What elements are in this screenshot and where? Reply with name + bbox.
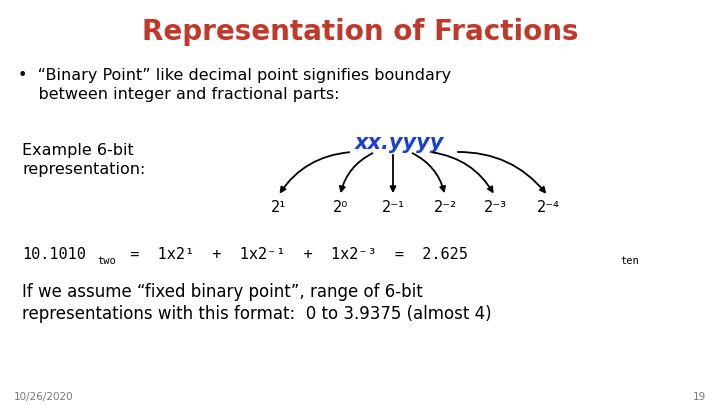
Text: 19: 19: [693, 392, 706, 402]
Text: 2⁻²: 2⁻²: [433, 200, 456, 215]
Text: representation:: representation:: [22, 162, 145, 177]
Text: ten: ten: [620, 256, 639, 266]
Text: Representation of Fractions: Representation of Fractions: [142, 18, 578, 46]
Text: 10.1010: 10.1010: [22, 247, 86, 262]
Text: two: two: [97, 256, 116, 266]
Text: xx.yyyy: xx.yyyy: [355, 133, 445, 153]
Text: between integer and fractional parts:: between integer and fractional parts:: [18, 87, 340, 102]
Text: Example 6-bit: Example 6-bit: [22, 143, 134, 158]
Text: 10/26/2020: 10/26/2020: [14, 392, 73, 402]
Text: 2⁻⁴: 2⁻⁴: [536, 200, 559, 215]
Text: 2⁻¹: 2⁻¹: [382, 200, 405, 215]
Text: representations with this format:  0 to 3.9375 (almost 4): representations with this format: 0 to 3…: [22, 305, 492, 323]
Text: =  1x2¹  +  1x2⁻¹  +  1x2⁻³  =  2.625: = 1x2¹ + 1x2⁻¹ + 1x2⁻³ = 2.625: [112, 247, 468, 262]
Text: •  “Binary Point” like decimal point signifies boundary: • “Binary Point” like decimal point sign…: [18, 68, 451, 83]
Text: 2¹: 2¹: [271, 200, 286, 215]
Text: 2⁰: 2⁰: [333, 200, 348, 215]
Text: If we assume “fixed binary point”, range of 6-bit: If we assume “fixed binary point”, range…: [22, 283, 423, 301]
Text: 2⁻³: 2⁻³: [484, 200, 506, 215]
